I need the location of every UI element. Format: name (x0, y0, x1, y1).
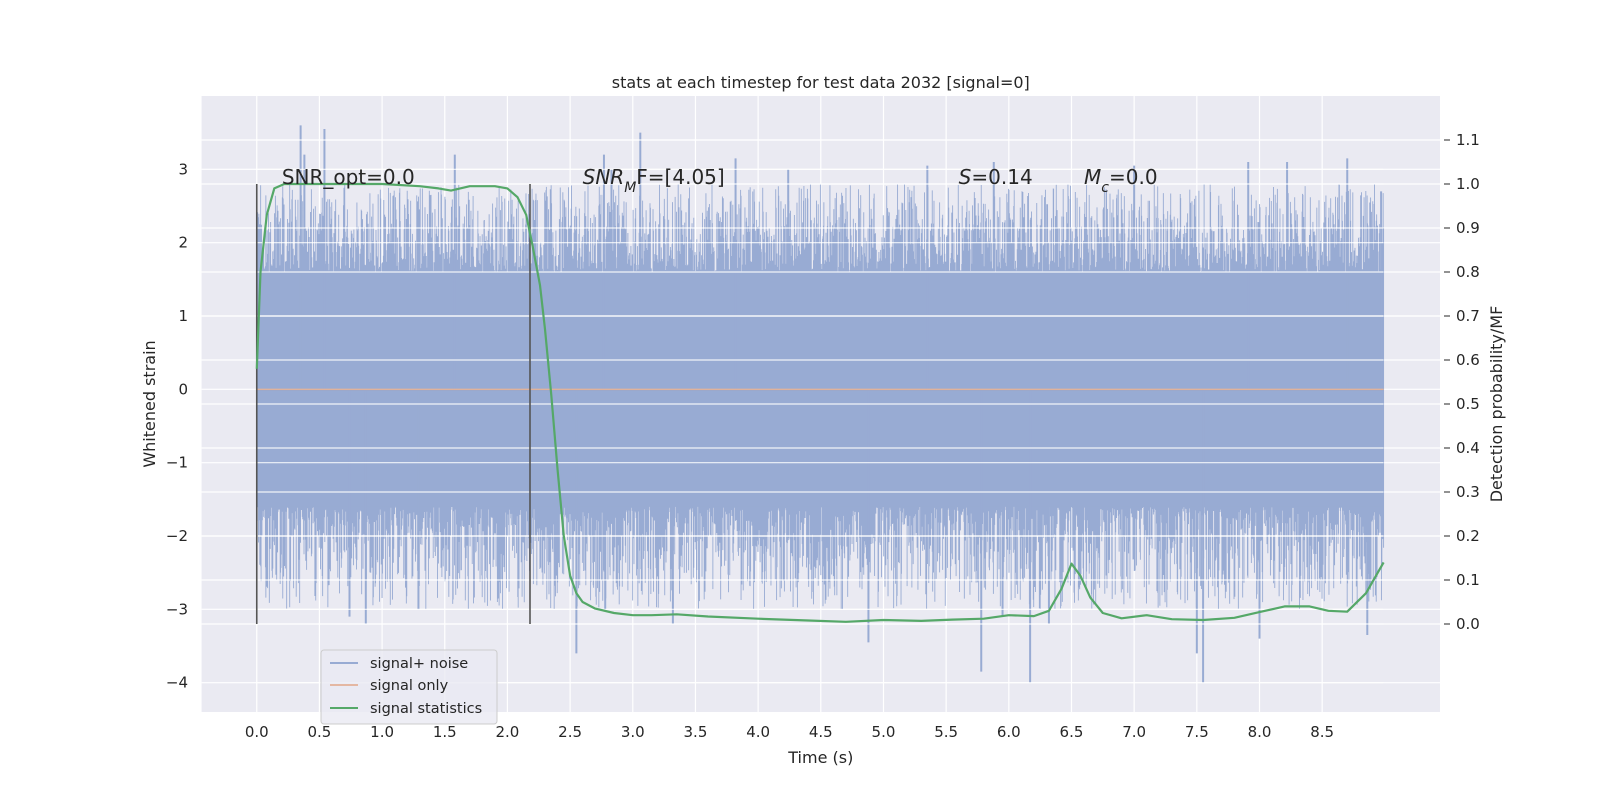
x-tick-label: 1.0 (370, 723, 394, 741)
x-tick-label: 5.0 (872, 723, 896, 741)
y-axis-label: Whitened strain (140, 340, 159, 467)
x-tick-label: 3.0 (621, 723, 645, 741)
annotation-mc-value: Mc=0.0 (1084, 165, 1158, 196)
annotation-part: M (1084, 165, 1101, 189)
y2-tick-label: 0.6 (1456, 351, 1480, 369)
annotation-snr-mf: SNRMF=[4.05] (583, 165, 725, 196)
x-axis-ticks: 0.0 0.5 1.0 1.5 2.0 2.5 3.0 3.5 4.0 4.5 5.0 5.5 6.0 6… (245, 723, 1334, 741)
annotation-part: SNR_opt=0.0 (282, 165, 415, 189)
y2-tick-label: 0.7 (1456, 307, 1480, 325)
statistics-line (255, 182, 1385, 623)
annotations: SNR_opt=0.0 SNRMF=[4.05] S=0.14 Mc=0.0 (282, 165, 1158, 196)
y-tick-label: −3 (166, 600, 188, 618)
y2-tick-label: 0.1 (1456, 571, 1480, 589)
y-tick-label: −4 (166, 674, 188, 692)
x-tick-label: 2.5 (558, 723, 582, 741)
x-tick-label: 1.5 (433, 723, 457, 741)
annotation-part: M (624, 180, 636, 196)
legend-label-noise: signal+ noise (370, 656, 468, 672)
y-tick-label: −1 (166, 454, 188, 472)
x-tick-label: 4.0 (746, 723, 770, 741)
x-tick-label: 0.0 (245, 723, 269, 741)
x-tick-label: 0.5 (307, 723, 331, 741)
x-axis-label: Time (s) (787, 748, 853, 767)
annotation-part: SNR (583, 165, 625, 189)
y2-axis-ticks: 0.0 0.1 0.2 0.3 0.4 0.5 0.6 0.7 0.8 0.9 1.0 1.1 (1444, 131, 1480, 633)
y2-tick-label: 0.0 (1456, 615, 1480, 633)
y-tick-label: 1 (178, 307, 188, 325)
y-tick-label: 3 (178, 160, 188, 178)
x-tick-label: 7.5 (1185, 723, 1209, 741)
y2-tick-label: 0.2 (1456, 527, 1480, 545)
chart-title: stats at each timestep for test data 203… (612, 73, 1030, 92)
y2-tick-label: 0.4 (1456, 439, 1480, 457)
x-tick-label: 6.5 (1060, 723, 1084, 741)
y2-tick-label: 0.3 (1456, 483, 1480, 501)
statistics-series (255, 182, 1385, 623)
legend-box (320, 649, 498, 725)
annotation-part: =0.0 (1109, 165, 1158, 189)
legend: signal+ noise signal only signal statist… (320, 649, 498, 725)
x-tick-label: 8.0 (1248, 723, 1272, 741)
x-tick-label: 3.5 (684, 723, 708, 741)
annotation-part: c (1101, 180, 1109, 196)
vertical-markers (255, 184, 531, 624)
annotation-part: S (959, 165, 972, 189)
x-tick-label: 4.5 (809, 723, 833, 741)
x-tick-label: 2.0 (496, 723, 520, 741)
y2-axis-label: Detection probability/MF (1487, 306, 1506, 503)
x-tick-label: 6.0 (997, 723, 1021, 741)
x-tick-label: 8.5 (1310, 723, 1334, 741)
y-axis-ticks: −4 −3 −2 −1 0 1 2 3 (166, 160, 188, 691)
annotation-s-value: S=0.14 (959, 165, 1033, 189)
legend-label-signal-only: signal only (370, 678, 449, 694)
x-tick-label: 7.0 (1122, 723, 1146, 741)
y2-tick-label: 0.8 (1456, 263, 1480, 281)
y2-tick-label: 0.9 (1456, 219, 1480, 237)
legend-label-statistics: signal statistics (370, 701, 482, 717)
y2-tick-label: 0.5 (1456, 395, 1480, 413)
y-tick-label: 0 (178, 380, 188, 398)
annotation-snr-opt: SNR_opt=0.0 (282, 165, 415, 189)
x-tick-label: 5.5 (934, 723, 958, 741)
annotation-part: F=[4.05] (636, 165, 724, 189)
y-tick-label: 2 (178, 234, 188, 252)
y2-tick-label: 1.0 (1456, 175, 1480, 193)
y2-tick-label: 1.1 (1456, 131, 1480, 149)
y-tick-label: −2 (166, 527, 188, 545)
annotation-part: =0.14 (971, 165, 1032, 189)
